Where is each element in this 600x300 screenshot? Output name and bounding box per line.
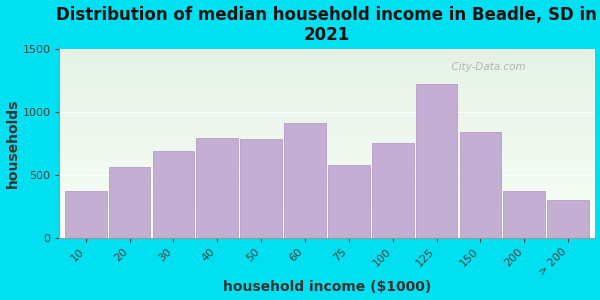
Bar xyxy=(547,200,589,238)
Text: City-Data.com: City-Data.com xyxy=(445,62,525,72)
Bar xyxy=(328,165,370,238)
Bar xyxy=(503,191,545,238)
Bar xyxy=(196,138,238,238)
Bar xyxy=(240,139,282,238)
Title: Distribution of median household income in Beadle, SD in
2021: Distribution of median household income … xyxy=(56,6,598,44)
Bar xyxy=(109,167,151,238)
Bar xyxy=(284,123,326,238)
X-axis label: household income ($1000): household income ($1000) xyxy=(223,280,431,294)
Bar xyxy=(152,151,194,238)
Y-axis label: households: households xyxy=(5,98,20,188)
Bar xyxy=(65,191,107,238)
Bar xyxy=(372,142,413,238)
Bar xyxy=(460,132,501,238)
Bar xyxy=(416,84,457,238)
